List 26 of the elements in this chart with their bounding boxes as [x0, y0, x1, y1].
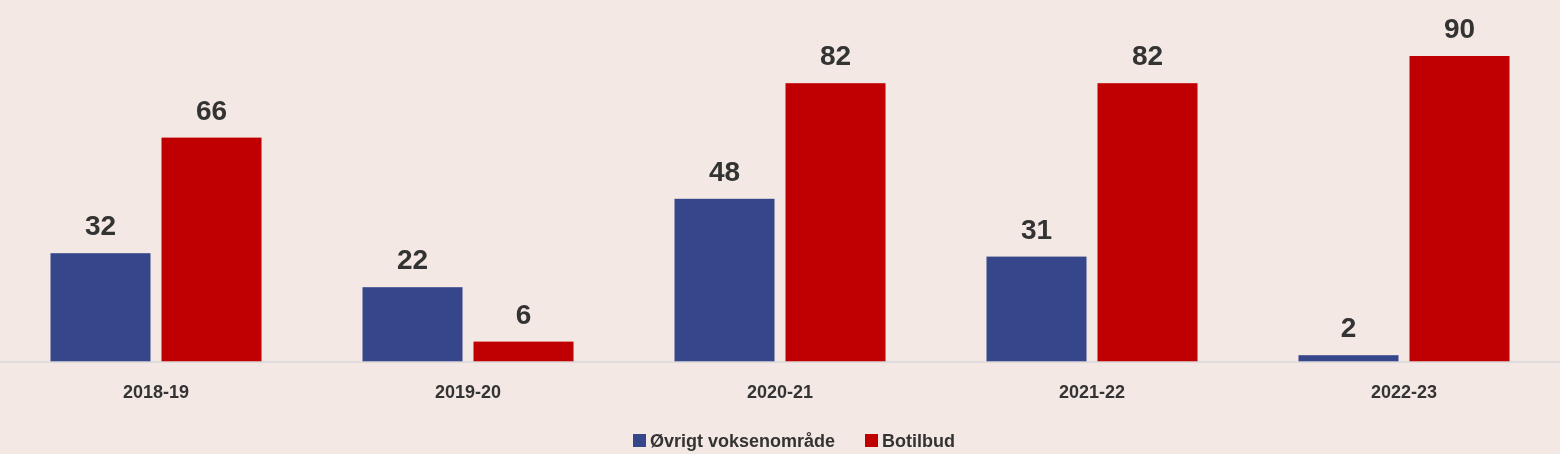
bar — [50, 253, 151, 362]
x-tick-label: 2021-22 — [1058, 382, 1126, 402]
legend-label: Botilbud — [882, 431, 955, 451]
x-tick-label: 2020-21 — [746, 382, 814, 402]
legend-label: Øvrigt voksenområde — [650, 431, 836, 451]
x-tick-label: 2018-19 — [122, 382, 190, 402]
data-label: 90 — [1443, 13, 1476, 44]
data-label: 82 — [1131, 40, 1164, 72]
data-label: 6 — [515, 298, 532, 330]
data-label: 82 — [819, 40, 852, 72]
x-tick-label: 2022-23 — [1370, 382, 1438, 402]
bar — [473, 341, 574, 362]
data-label: 2 — [1340, 312, 1357, 344]
bar — [362, 287, 463, 362]
x-tick-label: 2019-20 — [434, 382, 502, 402]
bar — [986, 256, 1087, 362]
bar — [674, 198, 775, 362]
data-label: 31 — [1020, 213, 1053, 245]
data-label: 66 — [195, 94, 228, 126]
data-label: 32 — [84, 210, 117, 242]
bar — [785, 83, 886, 362]
data-label: 48 — [708, 155, 741, 187]
bar — [161, 137, 262, 362]
data-label: 22 — [396, 244, 429, 276]
bar — [1097, 83, 1198, 362]
bar — [1409, 56, 1510, 362]
